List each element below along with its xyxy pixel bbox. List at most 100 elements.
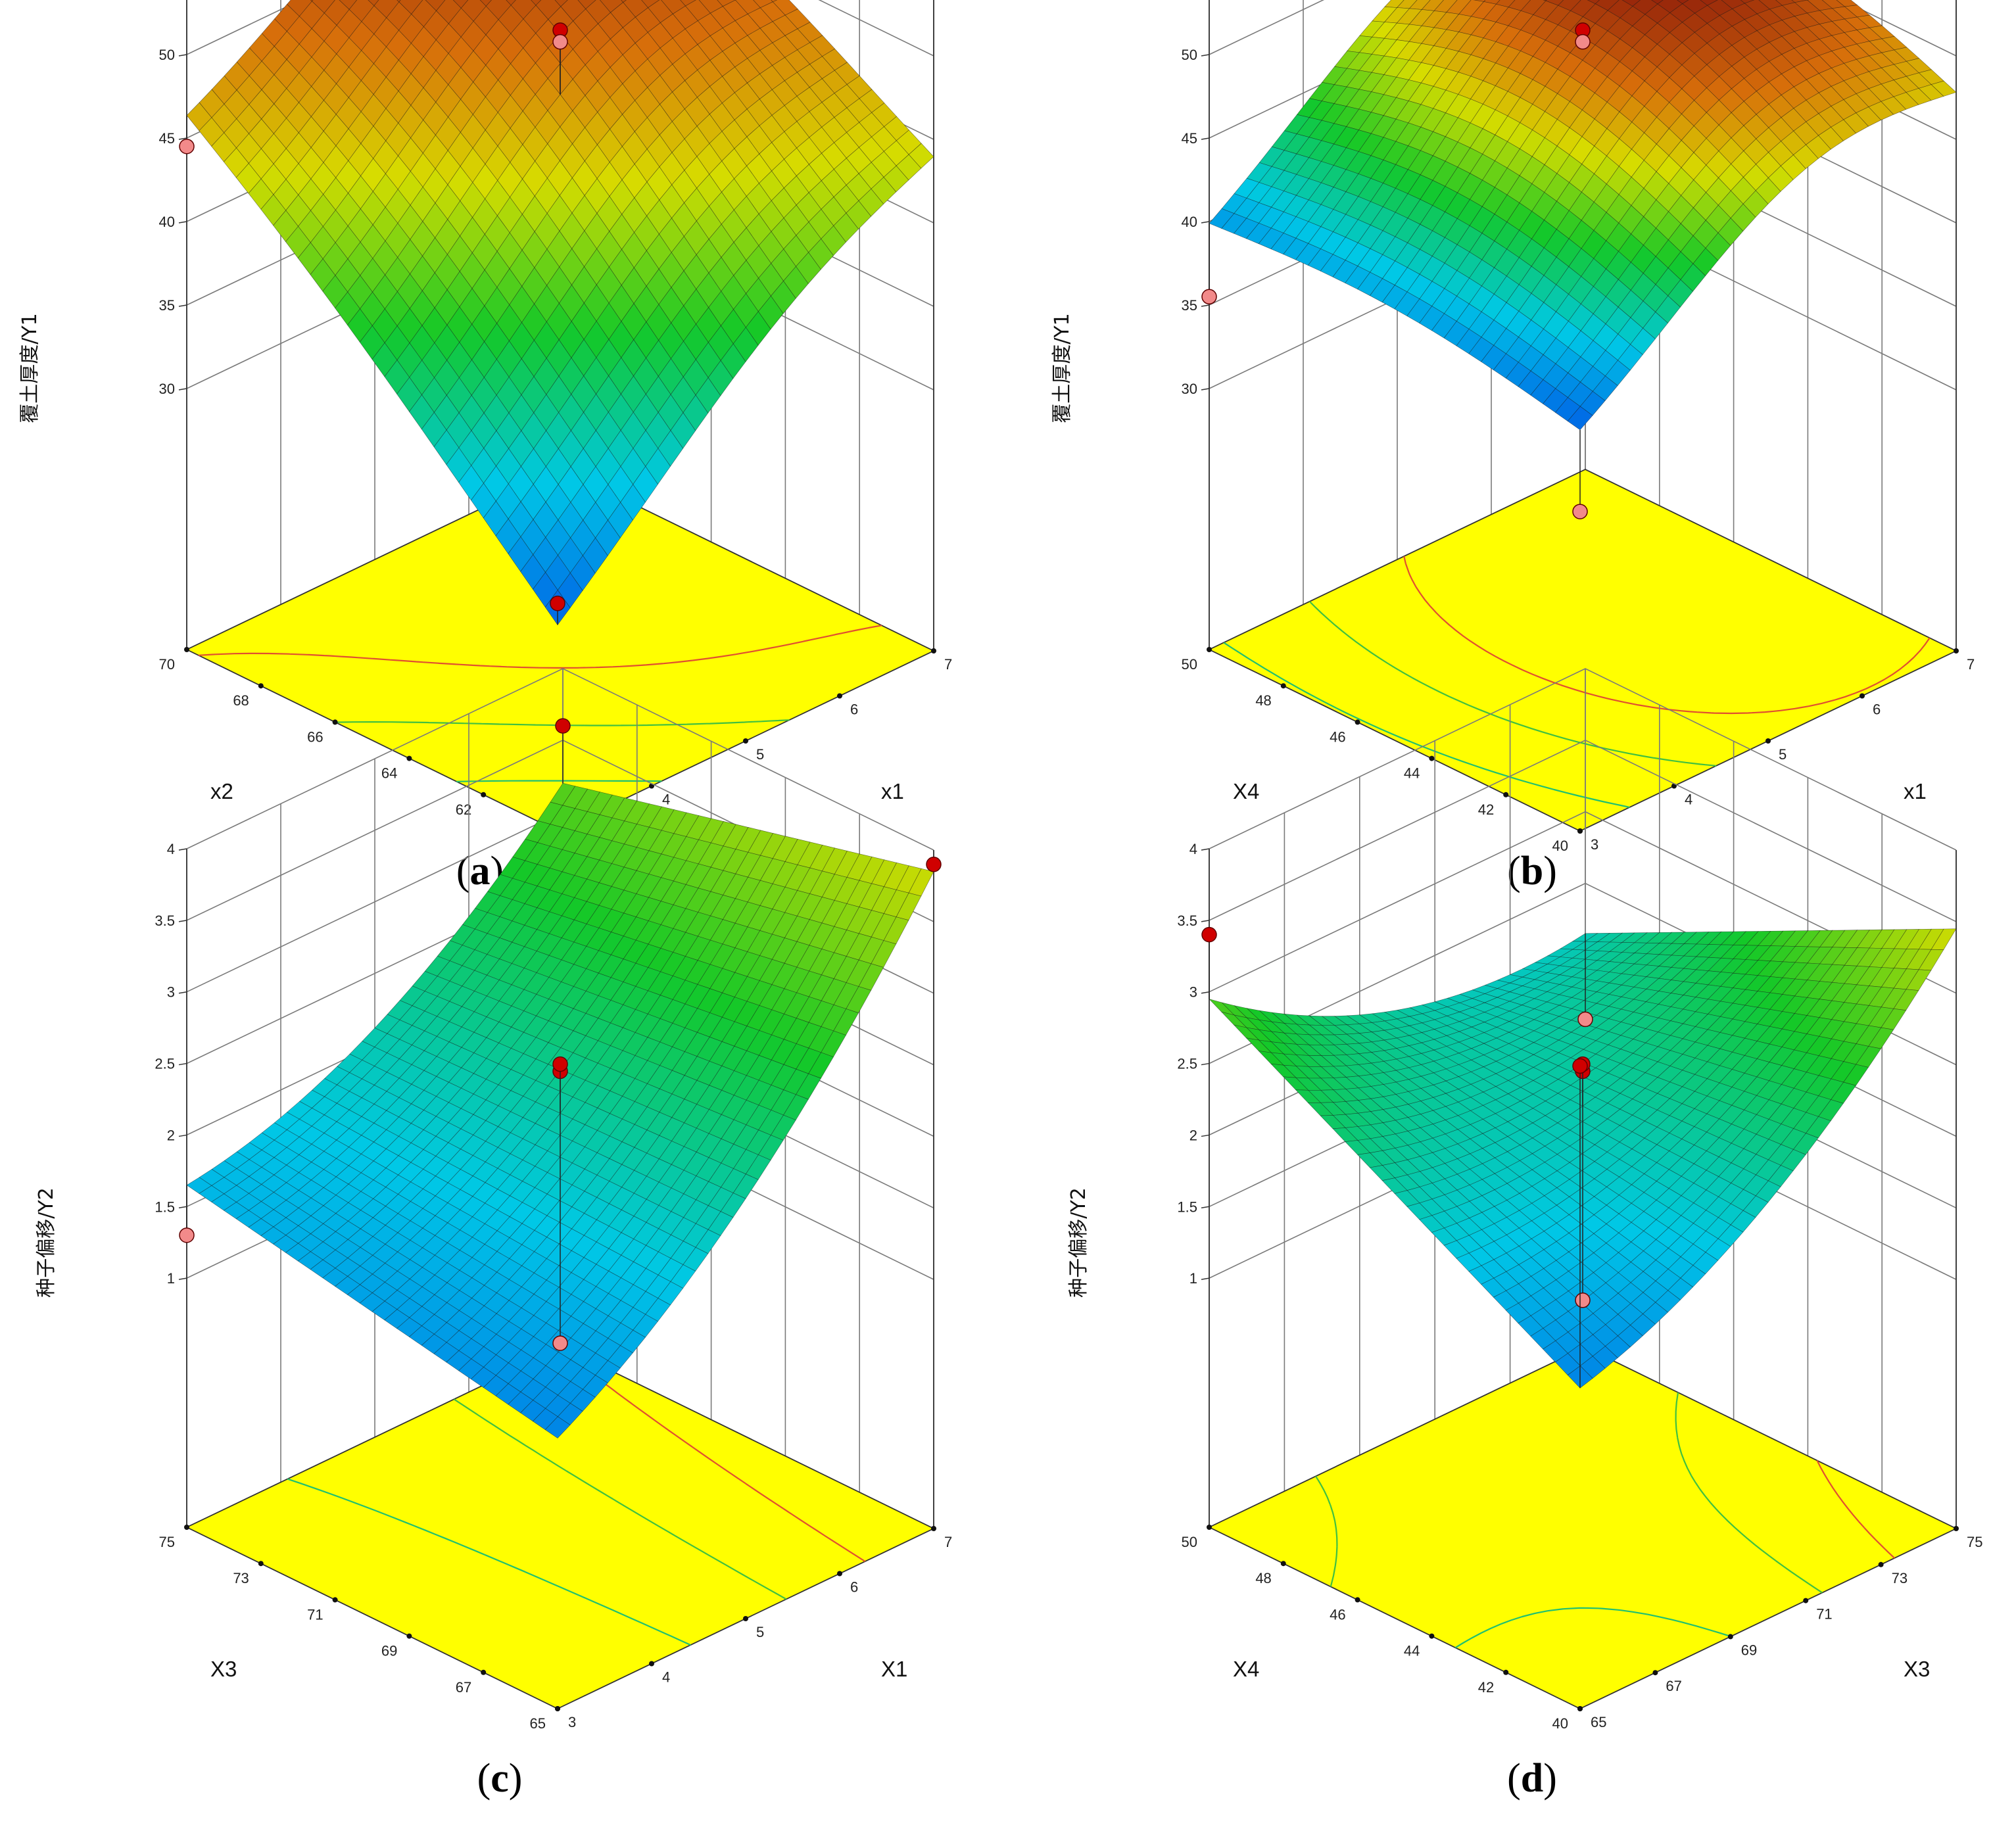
x-tick-label: 6 [1873,701,1881,718]
design-point [1575,1293,1591,1308]
x-tick-label: 4 [1685,792,1692,808]
design-points [179,22,568,625]
ticks: 1 1.5 2 2.5 3 3.5 4 65 67 69 71 73 75 40 42 44 46 48 50 [1177,841,1982,1732]
design-point [1201,289,1217,305]
design-point [552,1335,568,1351]
z-tick-label: 3.5 [1177,913,1197,929]
x-tick-label: 65 [1591,1714,1606,1730]
y-tick-label: 44 [1404,765,1420,782]
design-point [552,1056,568,1072]
x-tick-label: 5 [756,746,764,763]
y-axis-label: x2 [210,779,233,803]
y-tick-label: 65 [530,1715,546,1732]
y-tick-label: 42 [1478,1679,1494,1696]
z-axis-label: 种子偏移/Y2 [1067,1187,1090,1298]
contour-line [1816,1460,1895,1559]
y-tick-label: 66 [307,728,323,745]
design-point [179,1227,195,1243]
y-tick-label: 75 [159,1534,175,1550]
contour-floor [185,469,936,832]
x-tick-label: 71 [1816,1606,1832,1623]
contour-line [1315,1392,1823,1594]
panel-label: (c) [477,1756,523,1801]
x-axis-label: x1 [1904,779,1927,803]
z-tick-label: 4 [1189,841,1197,857]
z-axis-label: 覆土厚度/Y1 [1051,313,1074,423]
response-surface [1209,928,1957,1389]
y-axis-label: X4 [1233,1657,1259,1681]
floor-plane [1207,469,1958,832]
panel-a: 30354045505534567606264666870x1x2覆土厚度/Y1… [18,0,952,893]
design-point [179,138,195,154]
y-tick-label: 68 [233,692,249,709]
y-tick-label: 64 [381,765,397,782]
response-surface [1209,0,1957,431]
y-tick-label: 73 [233,1570,249,1586]
z-tick-label: 2.5 [155,1056,175,1072]
contour-line [1308,601,1717,767]
design-point [926,857,942,872]
y-tick-label: 70 [159,656,175,673]
z-tick-label: 2.5 [1177,1056,1197,1072]
z-tick-label: 40 [1182,214,1197,230]
panel-b: 30354045505534567404244464850x1X4覆土厚度/Y1… [1051,0,1975,893]
x-tick-label: 7 [1967,656,1975,673]
grid-line [1209,740,1957,922]
design-points [1201,926,1593,1389]
design-point [555,718,571,734]
contour-floor [1207,1346,1958,1709]
y-tick-label: 46 [1330,1606,1345,1623]
x-axis-label: X1 [881,1657,907,1681]
design-point [552,34,568,50]
z-tick-label: 2 [1189,1127,1197,1143]
x-tick-label: 69 [1741,1642,1757,1658]
y-tick-label: 48 [1255,692,1271,709]
panel-label: (d) [1507,1756,1557,1801]
x-tick-label: 3 [1591,836,1598,853]
x-axis-label: X3 [1904,1657,1930,1681]
grid-line [1209,668,1957,851]
ticks: 30354045505534567404244464850 [1182,47,1975,854]
z-tick-label: 30 [1182,381,1197,397]
z-tick-label: 35 [159,297,175,314]
contour-line [287,1478,691,1646]
z-axis-label: 覆土厚度/Y1 [18,313,41,423]
x-tick-label: 4 [662,792,670,808]
contour-line [456,780,662,782]
y-tick-label: 69 [381,1643,397,1659]
z-tick-label: 1 [167,1270,175,1287]
design-point [1572,1058,1588,1074]
contour-line [1403,556,1931,715]
design-point [1577,1011,1593,1028]
y-tick-label: 71 [307,1606,323,1623]
z-tick-label: 50 [159,47,175,63]
contour-line [453,1398,787,1600]
panel-c: 11.522.533.5434567656769717375X1X3种子偏移/Y… [35,668,952,1801]
design-point [1201,926,1217,943]
z-tick-label: 1.5 [1177,1199,1197,1215]
y-tick-label: 44 [1404,1643,1420,1659]
x-tick-label: 6 [850,1579,858,1596]
x-tick-label: 5 [756,1624,764,1640]
z-tick-label: 1 [1189,1270,1197,1287]
z-axis-label: 种子偏移/Y2 [35,1187,58,1298]
z-tick-label: 45 [159,130,175,147]
x-axis-label: x1 [881,779,904,803]
contour-line [1454,1607,1731,1649]
design-points [1201,22,1591,519]
y-tick-label: 67 [456,1679,471,1696]
contour-floor [1207,469,1958,832]
design-point [550,596,565,611]
panel-d: 11.522.533.54656769717375404244464850X3X… [1067,668,1982,1801]
y-tick-label: 50 [1182,1534,1197,1550]
y-tick-label: 46 [1330,728,1345,745]
z-tick-label: 3 [1189,984,1197,1001]
floor-plane [1207,1346,1958,1709]
x-tick-label: 5 [1779,746,1787,763]
z-tick-label: 3 [167,984,175,1001]
x-tick-label: 7 [944,656,952,673]
design-points [179,718,942,1351]
contour-line [335,719,790,726]
